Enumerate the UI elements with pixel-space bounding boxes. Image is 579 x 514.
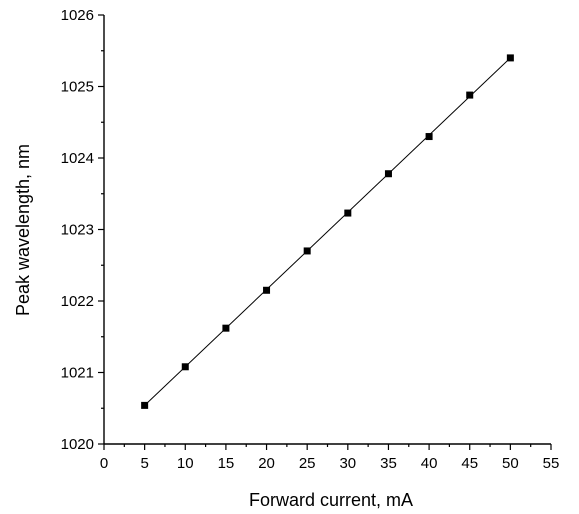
x-tick-label: 45: [461, 455, 478, 472]
data-point: [263, 286, 271, 294]
y-tick-label: 1026: [61, 7, 94, 24]
y-tick-label: 1020: [61, 436, 94, 453]
y-tick-label: 1024: [61, 150, 94, 167]
x-tick-label: 50: [502, 455, 519, 472]
y-tick-label: 1025: [61, 79, 94, 96]
data-point: [222, 324, 230, 332]
y-tick-label: 1021: [61, 365, 94, 382]
data-point: [466, 91, 474, 99]
x-axis-title: Forward current, mA: [249, 490, 413, 510]
y-axis-ticks: 1020 1021 1022 1023 1024 1025 1026: [61, 7, 104, 453]
x-tick-label: 5: [140, 455, 148, 472]
data-point: [425, 133, 433, 141]
x-axis-ticks: 0 5 10 15 20 25 30 35 40 45 50 55: [100, 444, 560, 472]
y-tick-label: 1023: [61, 222, 94, 239]
x-tick-label: 10: [177, 455, 194, 472]
data-point: [141, 401, 149, 409]
plot-area: [141, 54, 514, 409]
x-tick-label: 25: [299, 455, 316, 472]
x-tick-label: 40: [421, 455, 438, 472]
x-tick-label: 35: [380, 455, 397, 472]
x-tick-label: 0: [100, 455, 108, 472]
x-tick-label: 30: [339, 455, 356, 472]
x-tick-label: 15: [218, 455, 235, 472]
data-point: [506, 54, 514, 62]
y-tick-label: 1022: [61, 293, 94, 310]
data-point: [181, 363, 189, 371]
x-tick-label: 20: [258, 455, 275, 472]
data-point: [344, 209, 352, 217]
y-axis-title: Peak wavelength, nm: [13, 144, 33, 316]
data-point: [303, 247, 311, 255]
x-tick-label: 55: [543, 455, 560, 472]
data-point: [384, 170, 392, 178]
fit-line: [144, 57, 511, 406]
